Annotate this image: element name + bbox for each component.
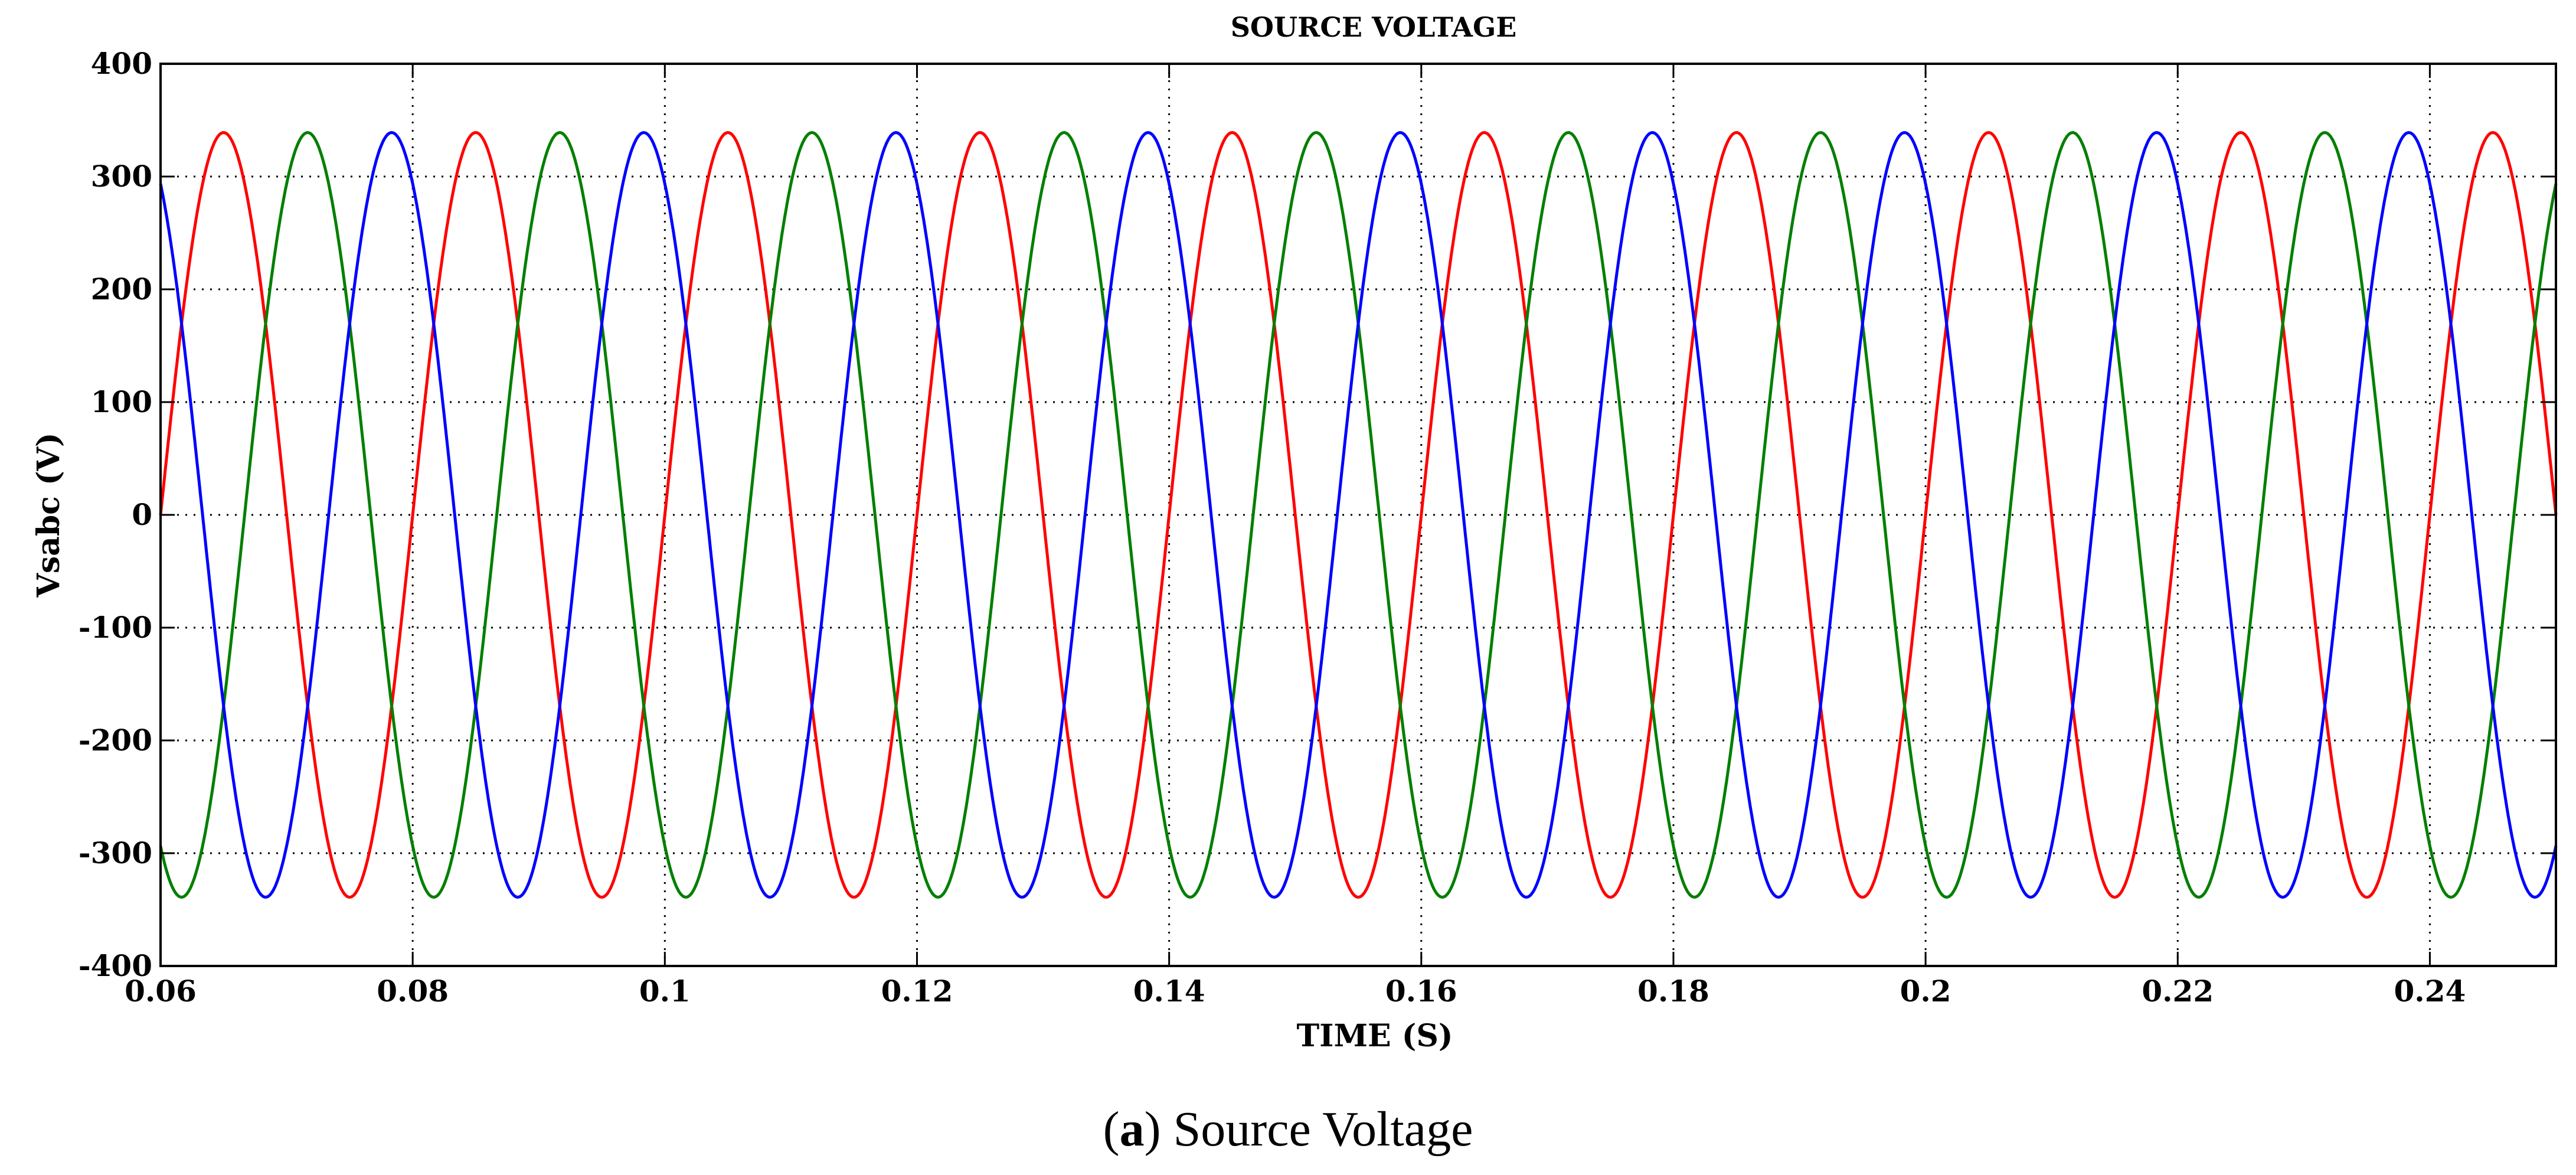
plot-frame xyxy=(159,63,2557,967)
y-tick-label: 200 xyxy=(91,272,152,306)
x-tick-label: 0.16 xyxy=(1385,974,1457,1008)
tick-marks xyxy=(159,63,2556,967)
x-tick-label: 0.06 xyxy=(125,974,197,1008)
x-tick-label: 0.18 xyxy=(1637,974,1709,1008)
y-tick-label: 0 xyxy=(132,497,152,532)
y-tick-label: -200 xyxy=(79,723,152,758)
figure-caption: (a) Source Voltage xyxy=(1103,1102,1473,1157)
y-tick-label: 300 xyxy=(91,159,152,194)
x-tick-label: 0.1 xyxy=(639,974,691,1008)
y-tick-label: -300 xyxy=(79,835,152,870)
series-line-2 xyxy=(159,131,2558,899)
y-tick-labels: -400 -300 -200 -100 0 100 200 300 400 xyxy=(79,46,152,983)
y-tick-label: 100 xyxy=(91,384,152,419)
y-tick-label: -100 xyxy=(79,610,152,645)
series-line-3 xyxy=(159,131,2558,899)
y-axis-label: Vsabc (V) xyxy=(31,433,67,598)
series-line-1 xyxy=(159,131,2558,899)
y-tick-label: -400 xyxy=(79,948,152,983)
x-tick-label: 0.22 xyxy=(2142,974,2214,1008)
x-tick-labels: 0.06 0.08 0.1 0.12 0.14 0.16 0.18 0.2 0.22 0.24 xyxy=(125,974,2466,1008)
x-axis-label: TIME (S) xyxy=(1296,1018,1453,1054)
caption-letter: a xyxy=(1120,1102,1145,1157)
x-tick-label: 0.08 xyxy=(377,974,449,1008)
chart-title: SOURCE VOLTAGE xyxy=(1231,11,1517,43)
x-tick-label: 0.14 xyxy=(1133,974,1205,1008)
series-layer xyxy=(159,131,2558,899)
y-tick-label: 400 xyxy=(91,46,152,81)
grid xyxy=(161,64,2556,966)
x-tick-label: 0.12 xyxy=(881,974,953,1008)
x-tick-label: 0.2 xyxy=(1900,974,1951,1008)
x-tick-label: 0.24 xyxy=(2394,974,2466,1008)
